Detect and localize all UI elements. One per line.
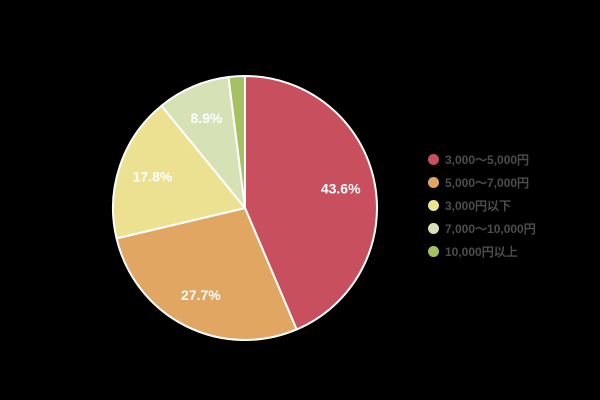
legend-item-2[interactable]: 3,000円以下 xyxy=(428,194,536,217)
chart-legend: 3,000〜5,000円 5,000〜7,000円 3,000円以下 7,000〜10… xyxy=(428,148,536,263)
legend-color-swatch-icon xyxy=(428,223,439,234)
pie-slice-label-0: 43.6% xyxy=(321,180,361,196)
legend-color-swatch-icon xyxy=(428,177,439,188)
legend-item-label: 7,000〜10,000円 xyxy=(445,221,536,236)
legend-color-swatch-icon xyxy=(428,200,439,211)
legend-item-label: 3,000円以下 xyxy=(445,198,512,213)
legend-item-label: 3,000〜5,000円 xyxy=(445,152,530,167)
legend-item-0[interactable]: 3,000〜5,000円 xyxy=(428,148,536,171)
pie-slice-label-3: 8.9% xyxy=(191,110,223,126)
legend-item-3[interactable]: 7,000〜10,000円 xyxy=(428,217,536,240)
pie-slice-4[interactable] xyxy=(227,75,246,209)
legend-item-label: 10,000円以上 xyxy=(445,244,518,259)
pie-slice-2[interactable] xyxy=(112,104,246,240)
legend-color-swatch-icon xyxy=(428,246,439,257)
legend-item-label: 5,000〜7,000円 xyxy=(445,175,530,190)
legend-item-4[interactable]: 10,000円以上 xyxy=(428,240,536,263)
legend-color-swatch-icon xyxy=(428,154,439,165)
pie-slice-label-1: 27.7% xyxy=(181,287,221,303)
pie-slice-1[interactable] xyxy=(115,207,298,341)
pie-slice-label-2: 17.8% xyxy=(133,169,173,185)
legend-item-1[interactable]: 5,000〜7,000円 xyxy=(428,171,536,194)
pie-slice-0[interactable] xyxy=(244,75,378,331)
